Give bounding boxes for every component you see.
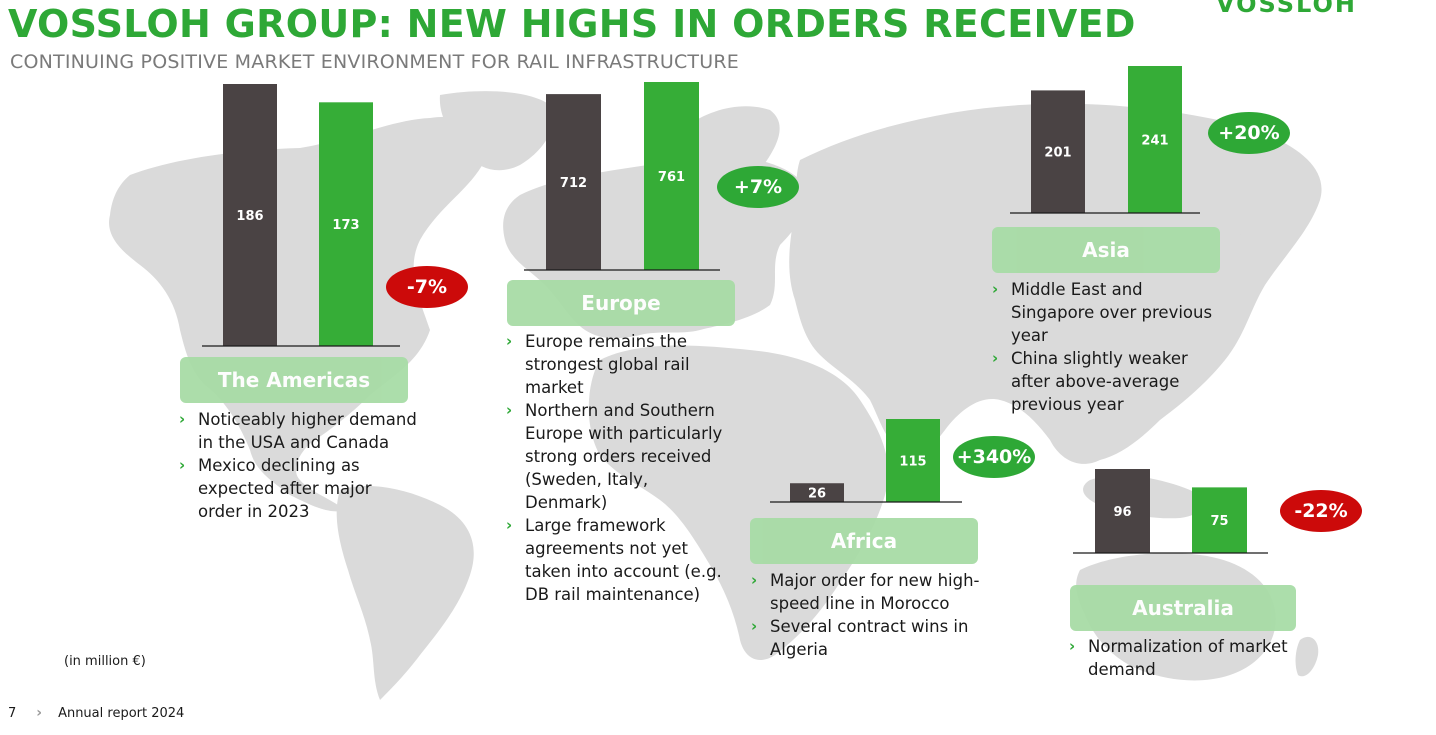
africa-bullets: › Major order for new high-speed line in … [751, 569, 991, 661]
asia-bar-2-label: 241 [1141, 134, 1168, 149]
list-item: › Europe remains the strongest global rai… [506, 332, 690, 397]
list-item: › Middle East and Singapore over previous… [992, 280, 1213, 345]
europe-bar-2 [644, 82, 699, 270]
africa-bar-1 [790, 483, 844, 502]
australia-bar-1-label: 96 [1113, 505, 1131, 520]
americas-bar-1-label: 186 [236, 209, 263, 224]
europe-bar-1 [546, 94, 601, 270]
page-subtitle: CONTINUING POSITIVE MARKET ENVIRONMENT F… [10, 51, 739, 73]
chevron-right-icon: › [751, 617, 758, 635]
americas-bar-2 [319, 102, 373, 346]
americas-change-badge: -7% [386, 266, 468, 308]
asia-bullets: › Middle East and Singapore over previous… [992, 278, 1227, 416]
australia-bar-2 [1192, 487, 1247, 553]
asia-bar-2 [1128, 66, 1182, 213]
australia-bullets: › Normalization of market demand [1069, 635, 1309, 681]
asia-bar-1-label: 201 [1044, 146, 1071, 161]
africa-bar-2-label: 115 [899, 455, 926, 470]
asia-change-badge: +20% [1208, 112, 1290, 154]
australia-bar-1 [1095, 469, 1150, 553]
list-item: › Mexico declining as expected after majo… [179, 456, 372, 521]
list-item: › China slightly weaker after above-avera… [992, 349, 1188, 414]
chevron-right-icon: › [992, 349, 999, 367]
africa-header: Africa [750, 518, 978, 564]
americas-bullets: › Noticeably higher demand in the USA and… [179, 408, 419, 523]
americas-bar-1 [223, 84, 277, 346]
europe-header: Europe [507, 280, 735, 326]
asia-header: Asia [992, 227, 1220, 273]
africa-change-badge: +340% [953, 436, 1035, 478]
list-item: › Noticeably higher demand in the USA and… [179, 410, 417, 452]
chevron-right-icon: › [506, 401, 513, 419]
vossloh-logo: VOSSLOH [1216, 0, 1357, 18]
page-title: VOSSLOH GROUP: NEW HIGHS IN ORDERS RECEI… [8, 2, 1136, 46]
australia-change-badge: -22% [1280, 490, 1362, 532]
chevron-right-icon: › [179, 410, 186, 428]
europe-bar-2-label: 761 [658, 170, 685, 185]
americas-bar-2-label: 173 [332, 218, 359, 233]
europe-bar-1-label: 712 [560, 176, 587, 191]
asia-bar-1 [1031, 90, 1085, 213]
europe-bullets: › Europe remains the strongest global rai… [506, 330, 734, 606]
chevron-right-icon: › [1069, 637, 1076, 655]
africa-bar-1-label: 26 [808, 487, 826, 502]
chevron-right-icon: › [506, 332, 513, 350]
chevron-right-icon: › [992, 280, 999, 298]
list-item: › Northern and Southern Europe with parti… [506, 401, 723, 512]
list-item: › Large framework agreements not yet take… [506, 516, 722, 604]
list-item: › Major order for new high-speed line in … [751, 571, 980, 613]
units-footnote: (in million €) [64, 654, 146, 669]
americas-header: The Americas [180, 357, 408, 403]
report-name: Annual report 2024 [58, 705, 185, 721]
chevron-right-icon: › [506, 516, 513, 534]
australia-bar-2-label: 75 [1210, 514, 1228, 529]
list-item: › Normalization of market demand [1069, 637, 1288, 679]
page-number: 7 [8, 705, 17, 721]
chevron-right-icon: › [179, 456, 186, 474]
chevron-right-icon: › [36, 705, 43, 721]
europe-change-badge: +7% [717, 166, 799, 208]
australia-header: Australia [1070, 585, 1296, 631]
africa-bar-2 [886, 419, 940, 502]
list-item: › Several contract wins in Algeria [751, 617, 969, 659]
page-footer: 7 › Annual report 2024 [8, 705, 184, 721]
chevron-right-icon: › [751, 571, 758, 589]
